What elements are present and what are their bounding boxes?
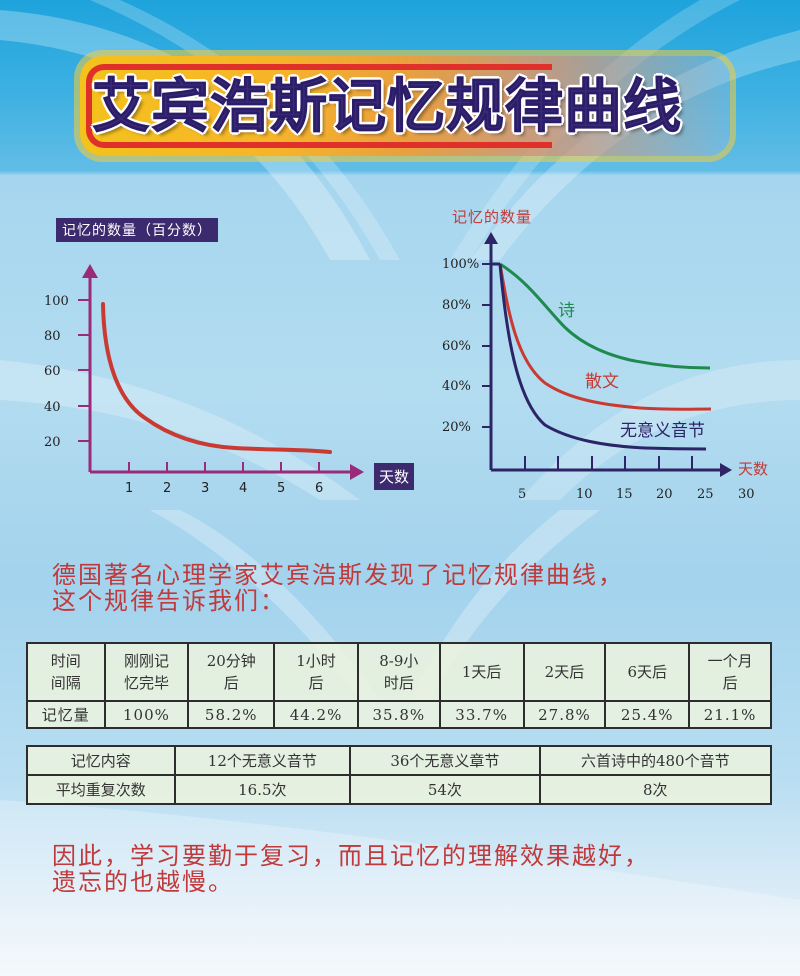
table-cell: 27.8% bbox=[522, 700, 607, 729]
table-row-label: 平均重复次数 bbox=[26, 774, 176, 805]
table-cell: 21.1% bbox=[688, 700, 772, 729]
table-header-cell: 20分钟后 bbox=[187, 642, 276, 702]
y-tick-label: 80 bbox=[44, 329, 61, 344]
y-tick-label: 100% bbox=[442, 257, 479, 272]
x-tick-label: 3 bbox=[201, 481, 209, 496]
table-header-cell: 36个无意义章节 bbox=[349, 745, 541, 776]
title-banner bbox=[80, 56, 730, 156]
x-tick-label: 10 bbox=[576, 487, 593, 502]
chart-plot-area: 100% 80% 60% 40% 20% 5 10 15 20 25 30 诗 … bbox=[442, 232, 755, 502]
table-header-cell: 6天后 bbox=[604, 642, 691, 702]
table-header-cell: 刚刚记 忆完毕 bbox=[103, 642, 190, 702]
nonsense-syllable-curve-line bbox=[498, 263, 707, 451]
table-cell: 58.2% bbox=[187, 700, 276, 729]
x-tick-label: 1 bbox=[125, 481, 133, 496]
intro-line-2: 这个规律告诉我们： bbox=[52, 587, 286, 615]
x-tick-label: 25 bbox=[697, 487, 714, 502]
table-cell: 8次 bbox=[538, 774, 773, 805]
x-tick-label: 5 bbox=[277, 481, 285, 496]
intro-line-1: 德国著名心理学家艾宾浩斯发现了记忆规律曲线， bbox=[52, 561, 624, 589]
table-header-cell: 8-9小 时后 bbox=[356, 642, 441, 702]
series-label-prose: 散文 bbox=[585, 372, 619, 392]
table-header-cell: 1小时后 bbox=[273, 642, 359, 702]
y-tick-label: 40% bbox=[442, 379, 471, 394]
conclusion-line-1: 因此，学习要勤于复习，而且记忆的理解效果越好， bbox=[52, 842, 650, 870]
table-header-row: 记忆内容 12个无意义音节 36个无意义章节 六首诗中的480个音节 bbox=[26, 745, 773, 776]
forgetting-curve-line bbox=[101, 302, 332, 454]
y-tick-label: 40 bbox=[44, 400, 61, 415]
x-tick-label: 6 bbox=[315, 481, 323, 496]
table-header-cell: 2天后 bbox=[522, 642, 607, 702]
y-tick-label: 60 bbox=[44, 364, 61, 379]
table-header-row: 时间 间隔 刚刚记 忆完毕 20分钟后 1小时后 8-9小 时后 1天后 2天后 6天… bbox=[26, 642, 772, 702]
x-tick-label: 20 bbox=[656, 487, 673, 502]
conclusion-line-2: 遗忘的也越慢。 bbox=[52, 868, 234, 896]
x-axis-arrow-icon bbox=[350, 464, 364, 480]
series-label-nonsense-syllables: 无意义音节 bbox=[620, 421, 705, 441]
prose-curve-line bbox=[498, 263, 712, 411]
y-tick-label: 60% bbox=[442, 339, 471, 354]
table-header-cell: 一个月后 bbox=[688, 642, 772, 702]
table-cell: 100% bbox=[103, 700, 190, 729]
page-title: 艾宾浩斯记忆规律曲线 bbox=[92, 72, 683, 141]
table-header-cell: 1天后 bbox=[438, 642, 525, 702]
table-row-label: 记忆量 bbox=[26, 700, 106, 729]
repetition-count-table: 记忆内容 12个无意义音节 36个无意义章节 六首诗中的480个音节 平均重复次… bbox=[26, 745, 773, 805]
poem-curve-line bbox=[499, 262, 711, 370]
x-tick-label: 5 bbox=[518, 487, 526, 502]
table-cell: 25.4% bbox=[604, 700, 691, 729]
y-axis-arrow-icon bbox=[484, 232, 498, 244]
intro-paragraph: 德国著名心理学家艾宾浩斯发现了记忆规律曲线， 这个规律告诉我们： bbox=[52, 562, 792, 614]
table-row: 记忆量 100% 58.2% 44.2% 35.8% 33.7% 27.8% 2… bbox=[26, 700, 772, 729]
table-cell: 44.2% bbox=[273, 700, 359, 729]
y-axis-arrow-icon bbox=[82, 264, 98, 278]
y-tick-label: 80% bbox=[442, 298, 471, 313]
y-tick-label: 20% bbox=[442, 420, 471, 435]
table-cell: 54次 bbox=[349, 774, 541, 805]
series-label-poem: 诗 bbox=[558, 301, 575, 321]
table-header-cell: 时间 间隔 bbox=[26, 642, 106, 702]
table-cell: 33.7% bbox=[438, 700, 525, 729]
x-axis-label: 天数 bbox=[738, 460, 769, 478]
forgetting-curve-chart-days: 记忆的数量（百分数） 100 80 60 40 20 1 2 3 bbox=[30, 210, 420, 500]
table-header-cell: 六首诗中的480个音节 bbox=[538, 745, 773, 776]
table-cell: 16.5次 bbox=[173, 774, 352, 805]
x-axis-label: 天数 bbox=[374, 463, 415, 490]
x-axis-arrow-icon bbox=[720, 463, 732, 477]
y-tick-label: 100 bbox=[44, 294, 69, 309]
table-row: 平均重复次数 16.5次 54次 8次 bbox=[26, 774, 773, 805]
conclusion-paragraph: 因此，学习要勤于复习，而且记忆的理解效果越好， 遗忘的也越慢。 bbox=[52, 843, 792, 895]
table-header-cell: 12个无意义音节 bbox=[173, 745, 352, 776]
x-tick-label: 2 bbox=[163, 481, 171, 496]
table-header-cell: 记忆内容 bbox=[26, 745, 176, 776]
forgetting-curve-chart-materials: 记忆的数量 100% 80% 60% 40% 20% 5 10 1 bbox=[430, 200, 790, 510]
x-tick-label: 30 bbox=[738, 487, 755, 502]
retention-by-interval-table: 时间 间隔 刚刚记 忆完毕 20分钟后 1小时后 8-9小 时后 1天后 2天后 6天… bbox=[26, 642, 772, 729]
y-tick-label: 20 bbox=[44, 435, 61, 450]
table-cell: 35.8% bbox=[356, 700, 441, 729]
chart-plot-area: 100 80 60 40 20 1 2 3 4 5 6 bbox=[44, 264, 364, 496]
x-tick-label: 15 bbox=[616, 487, 633, 502]
x-tick-label: 4 bbox=[239, 481, 247, 496]
y-axis-label: 记忆的数量（百分数） bbox=[56, 218, 218, 242]
y-axis-label: 记忆的数量 bbox=[452, 208, 533, 226]
